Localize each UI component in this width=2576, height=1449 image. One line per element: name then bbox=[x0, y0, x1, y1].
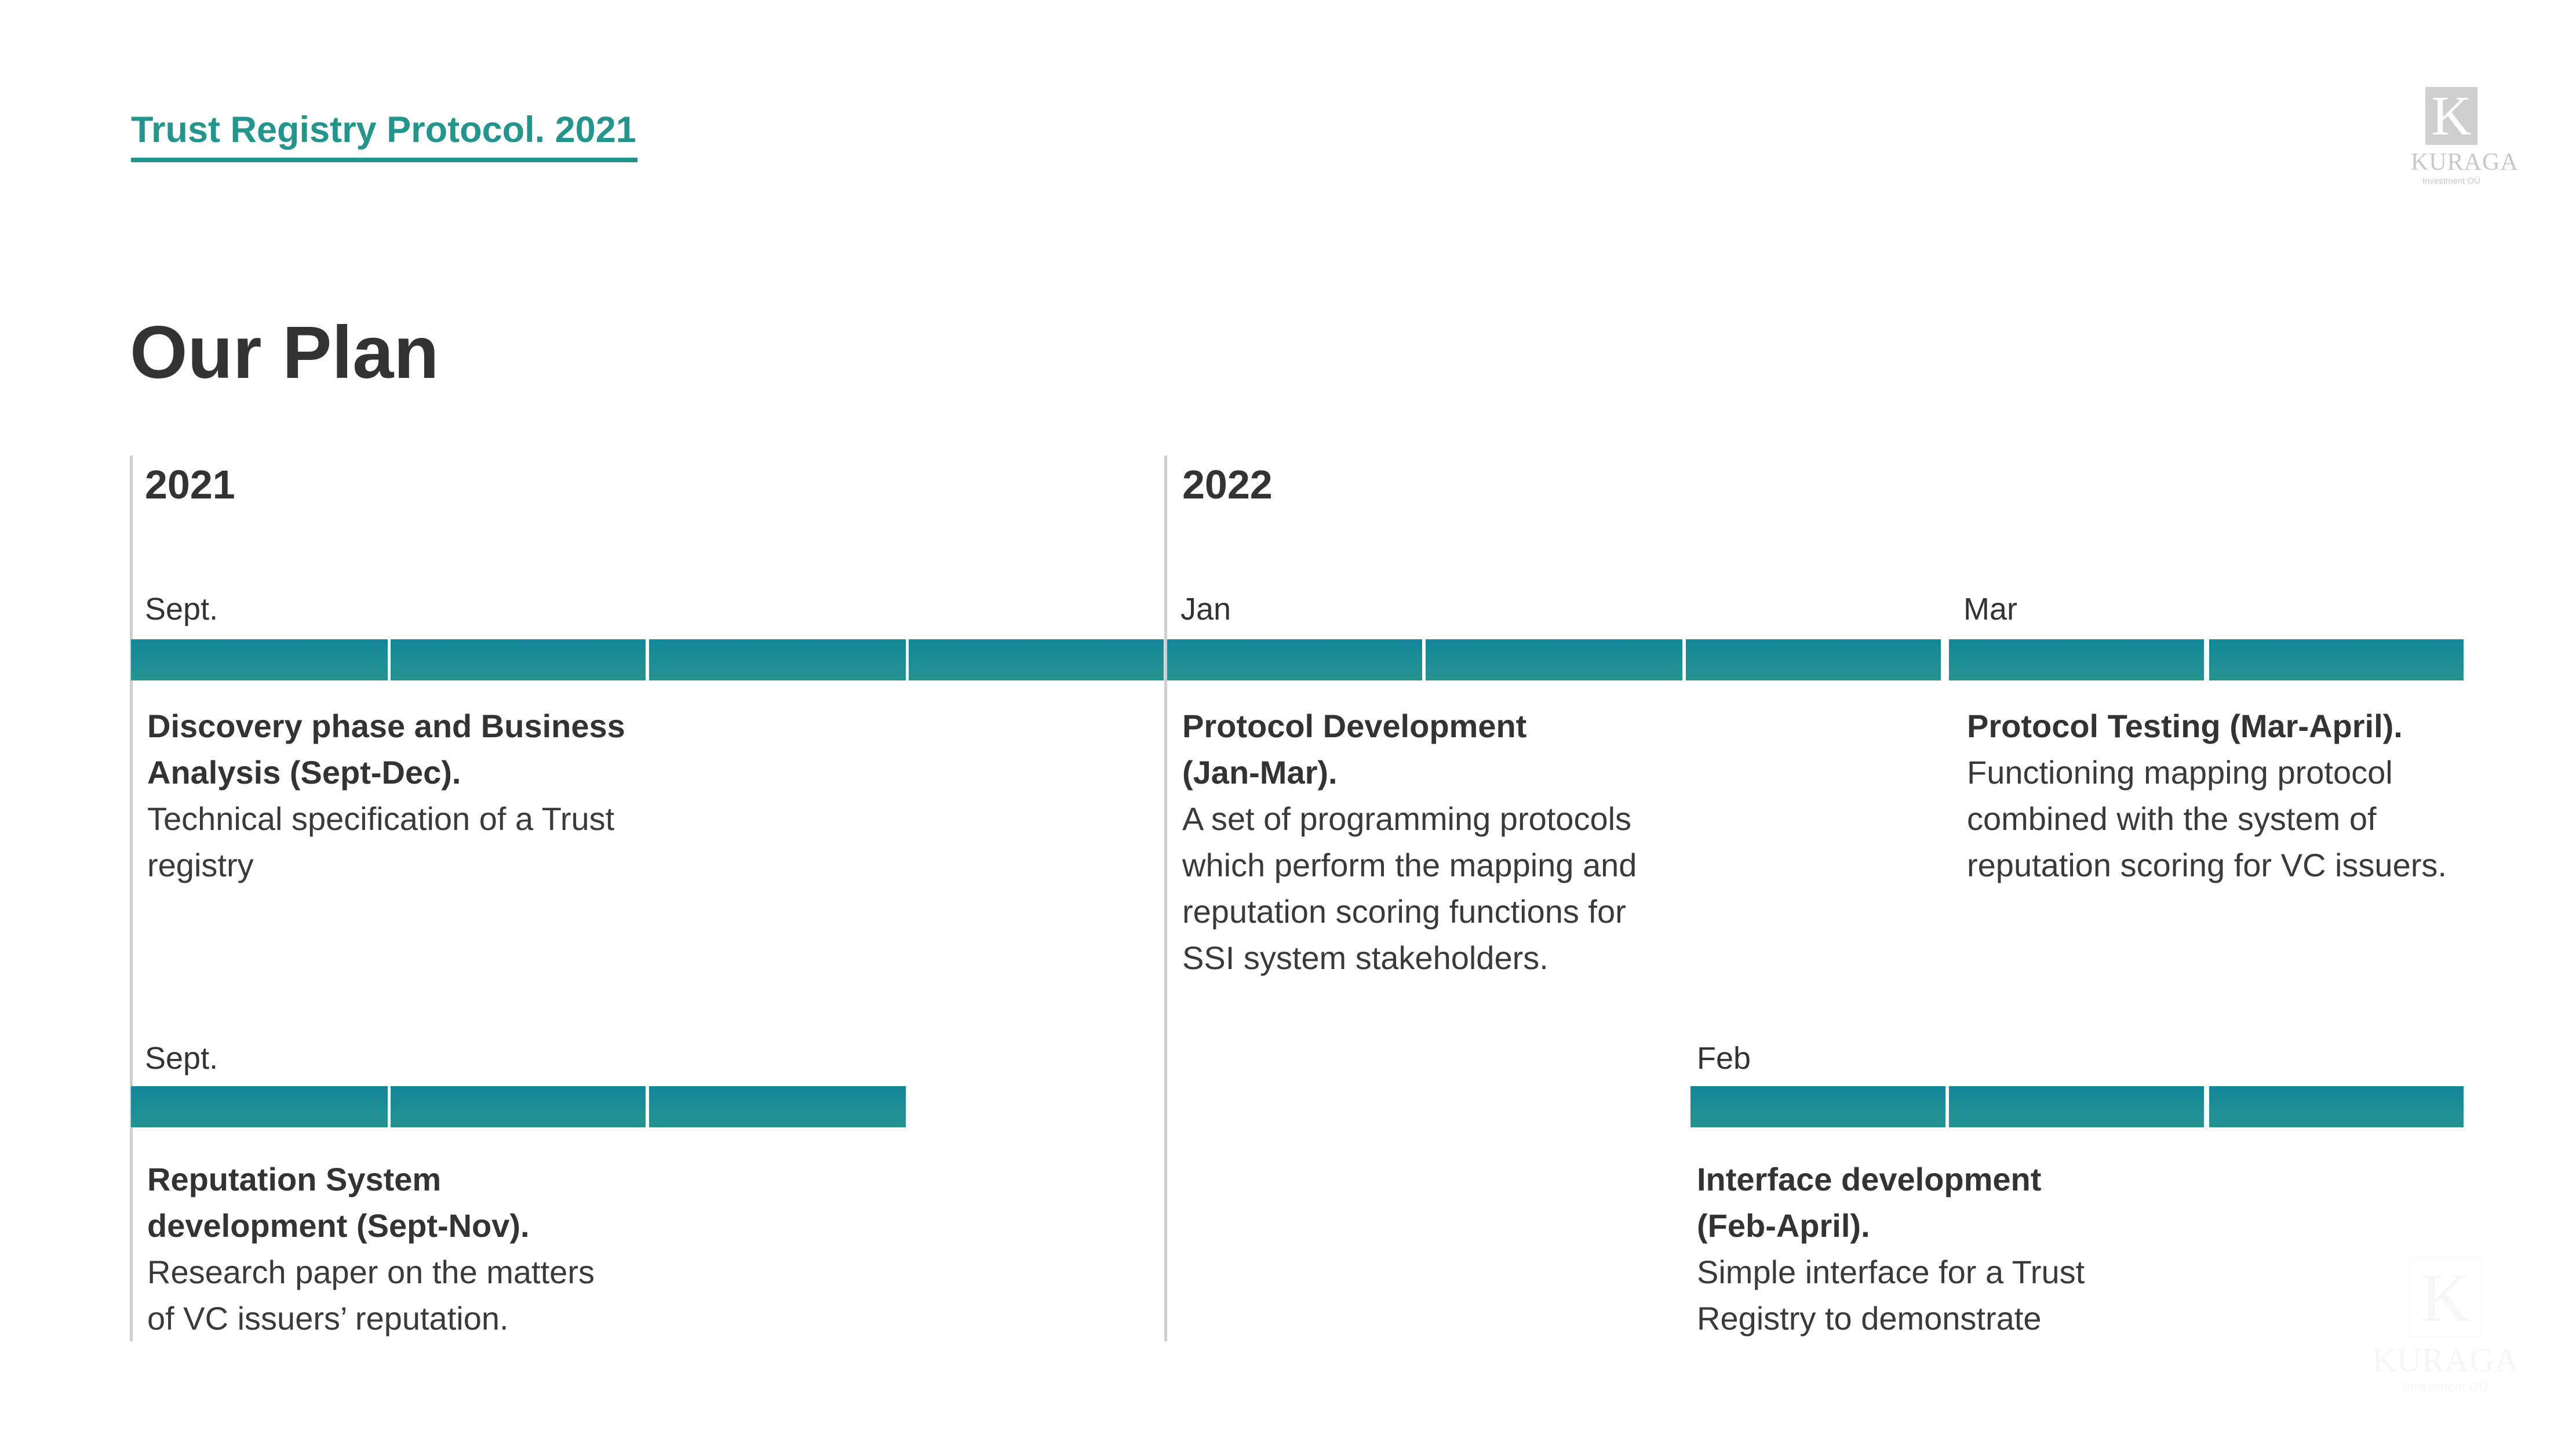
logo-name: KURAGA bbox=[2411, 149, 2519, 176]
milestone-description: Simple interface for a Trust bbox=[1697, 1254, 2085, 1290]
milestone-description: A set of programming protocols bbox=[1182, 800, 1632, 837]
title-underline bbox=[131, 158, 637, 162]
milestone-description: Technical specification of a Trust bbox=[147, 800, 615, 837]
timeline-segment-nov bbox=[649, 639, 906, 680]
timeline-segment-feb bbox=[1426, 639, 1682, 680]
milestone-title: development (Sept-Nov). bbox=[147, 1207, 530, 1244]
timeline-segment-apr bbox=[2209, 639, 2464, 680]
milestone-discovery: Discovery phase and Business Analysis (S… bbox=[147, 703, 625, 889]
milestone-title: Discovery phase and Business bbox=[147, 708, 625, 744]
timeline-segment-mar-row2 bbox=[1949, 1086, 2204, 1127]
milestone-description: of VC issuers’ reputation. bbox=[147, 1300, 509, 1337]
timeline-segment-sep bbox=[131, 639, 388, 680]
milestone-description: which perform the mapping and bbox=[1182, 847, 1637, 883]
milestone-title: (Feb-April). bbox=[1697, 1207, 1870, 1244]
timeline-segment-oct bbox=[391, 639, 646, 680]
kuraga-watermark: K KURAGA Investment OÜ bbox=[2370, 1258, 2521, 1395]
milestone-description: SSI system stakeholders. bbox=[1182, 940, 1548, 976]
month-label-sept: Sept. bbox=[145, 592, 218, 627]
milestone-reputation-system: Reputation System development (Sept-Nov)… bbox=[147, 1156, 595, 1342]
watermark-k-icon: K bbox=[2410, 1258, 2481, 1337]
page-title: Our Plan bbox=[130, 311, 439, 394]
milestone-title: Reputation System bbox=[147, 1161, 442, 1197]
milestone-title: Analysis (Sept-Dec). bbox=[147, 754, 461, 791]
milestone-title: (Jan-Mar). bbox=[1182, 754, 1338, 791]
milestone-title: Interface development bbox=[1697, 1161, 2042, 1197]
timeline-segment-sep-row2 bbox=[131, 1086, 388, 1127]
timeline-segment-mar2 bbox=[1949, 639, 2204, 680]
milestone-description: registry bbox=[147, 847, 254, 883]
milestone-interface-development: Interface development (Feb-April). Simpl… bbox=[1697, 1156, 2085, 1342]
kuraga-logo: K KURAGA Investment OÜ bbox=[2411, 87, 2519, 187]
timeline-segment-dec bbox=[909, 639, 1164, 680]
logo-k-icon: K bbox=[2425, 87, 2477, 145]
watermark-subtitle: Investment OÜ bbox=[2403, 1379, 2488, 1394]
year-divider-2022 bbox=[1164, 456, 1167, 1341]
year-label-2021: 2021 bbox=[145, 462, 235, 507]
timeline-segment-mar bbox=[1686, 639, 1941, 680]
timeline-segment-oct-row2 bbox=[391, 1086, 646, 1127]
milestone-protocol-testing: Protocol Testing (Mar-April). Functionin… bbox=[1967, 703, 2447, 889]
year-divider-2021 bbox=[130, 456, 133, 1341]
timeline-segment-feb-row2 bbox=[1690, 1086, 1945, 1127]
document-title: Trust Registry Protocol. 2021 bbox=[131, 110, 636, 150]
milestone-description: reputation scoring for VC issuers. bbox=[1967, 847, 2447, 883]
timeline-segment-jan bbox=[1167, 639, 1422, 680]
timeline-segment-nov-row2 bbox=[649, 1086, 906, 1127]
logo-subtitle: Investment OÜ bbox=[2422, 176, 2481, 186]
month-label-jan: Jan bbox=[1180, 592, 1231, 627]
month-label-sept-row2: Sept. bbox=[145, 1041, 218, 1076]
year-label-2022: 2022 bbox=[1182, 462, 1273, 507]
month-label-feb: Feb bbox=[1697, 1041, 1751, 1076]
milestone-title: Protocol Testing (Mar-April). bbox=[1967, 708, 2403, 744]
milestone-title: Protocol Development bbox=[1182, 708, 1527, 744]
month-label-mar: Mar bbox=[1963, 592, 2017, 627]
timeline-segment-apr-row2 bbox=[2209, 1086, 2464, 1127]
milestone-description: combined with the system of bbox=[1967, 800, 2377, 837]
milestone-description: reputation scoring functions for bbox=[1182, 893, 1626, 930]
watermark-name: KURAGA bbox=[2371, 1341, 2520, 1379]
milestone-description: Functioning mapping protocol bbox=[1967, 754, 2393, 791]
milestone-protocol-development: Protocol Development (Jan-Mar). A set of… bbox=[1182, 703, 1637, 981]
milestone-description: Registry to demonstrate bbox=[1697, 1300, 2042, 1337]
milestone-description: Research paper on the matters bbox=[147, 1254, 595, 1290]
